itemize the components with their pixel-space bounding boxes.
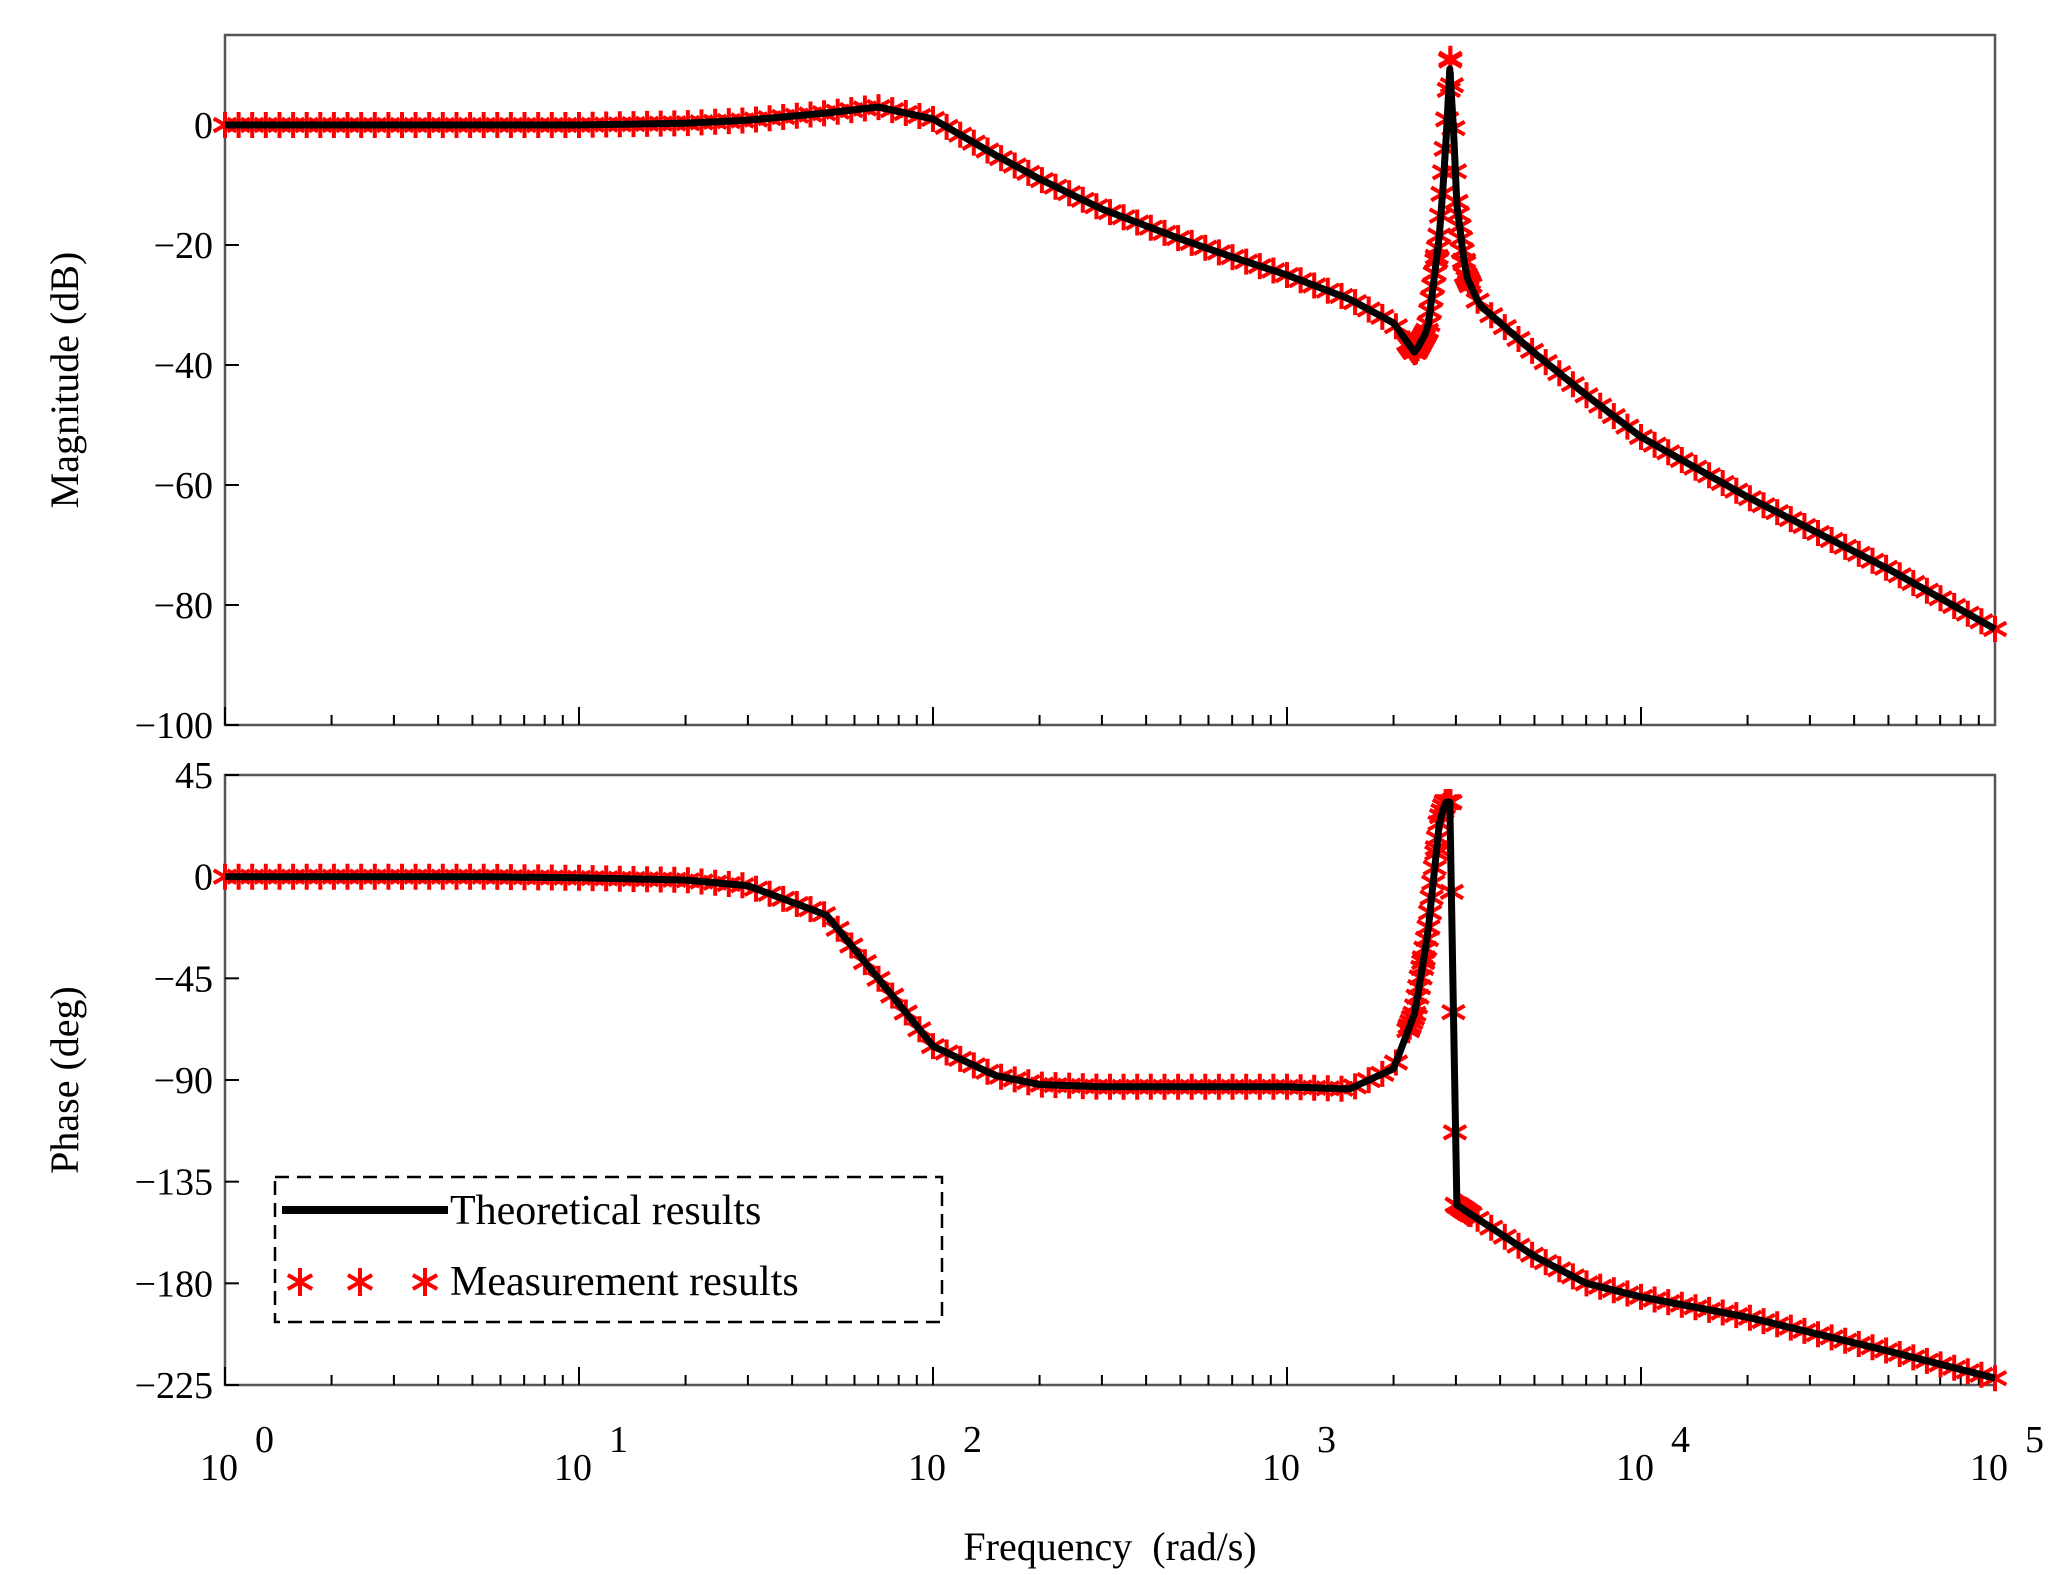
y-tick-label: −90: [154, 1060, 213, 1102]
magnitude-minor-ticks: [224, 707, 1980, 725]
y-tick-label: −45: [154, 958, 213, 1000]
phase-axis-title: Phase (deg): [42, 986, 87, 1174]
legend-star: [411, 1268, 439, 1296]
y-tick-label: −180: [135, 1263, 213, 1305]
x-tick-label: 10: [1616, 1447, 1654, 1489]
y-tick-label: 45: [175, 755, 213, 797]
x-tick-label: 10: [908, 1447, 946, 1489]
y-tick-label: 0: [194, 105, 213, 147]
y-tick-label: −20: [154, 225, 213, 267]
x-tick-label: 10: [1970, 1447, 2008, 1489]
x-tick-exponent: 0: [255, 1419, 274, 1461]
y-tick-label: −60: [154, 465, 213, 507]
x-tick-label: 10: [200, 1447, 238, 1489]
magnitude-panel: 0 −20 −40 −60 −80 −100 Magnitude (dB): [42, 33, 2008, 747]
y-tick-label: −225: [135, 1365, 213, 1407]
x-axis-ticks: 10 0 10 1 10 2 10 3 10 4 10 5: [200, 1419, 2044, 1489]
magnitude-plot-area: [223, 33, 1997, 727]
y-tick-label: −40: [154, 345, 213, 387]
phase-theoretical-line: [225, 798, 1996, 1382]
x-tick-exponent: 1: [609, 1419, 628, 1461]
x-tick-exponent: 5: [2025, 1419, 2044, 1461]
legend-box: [273, 1175, 944, 1324]
legend-measurement-label: Measurement results: [450, 1259, 799, 1305]
magnitude-theoretical-line: [225, 65, 1997, 633]
legend-measurement-swatch: [286, 1268, 439, 1296]
x-axis-title: Frequency (rad/s): [963, 1524, 1256, 1569]
x-tick-exponent: 4: [1671, 1419, 1690, 1461]
legend: Theoretical results Measurement results: [273, 1175, 944, 1324]
legend-theoretical-label: Theoretical results: [450, 1188, 761, 1234]
phase-y-ticks: 45 0 −45 −90 −135 −180 −225: [135, 755, 239, 1407]
x-tick-exponent: 3: [1317, 1419, 1336, 1461]
legend-star: [286, 1268, 314, 1296]
magnitude-axis-title: Magnitude (dB): [42, 252, 87, 509]
legend-star: [346, 1268, 374, 1296]
y-tick-label: −100: [135, 705, 213, 747]
y-tick-label: −80: [154, 585, 213, 627]
y-tick-label: 0: [194, 857, 213, 899]
phase-panel: 45 0 −45 −90 −135 −180 −225 Phase (deg) Theore…: [42, 755, 2008, 1407]
x-tick-exponent: 2: [963, 1419, 982, 1461]
x-tick-label: 10: [1262, 1447, 1300, 1489]
x-tick-label: 10: [554, 1447, 592, 1489]
y-tick-label: −135: [135, 1162, 213, 1204]
magnitude-y-ticks: 0 −20 −40 −60 −80 −100: [135, 105, 239, 747]
